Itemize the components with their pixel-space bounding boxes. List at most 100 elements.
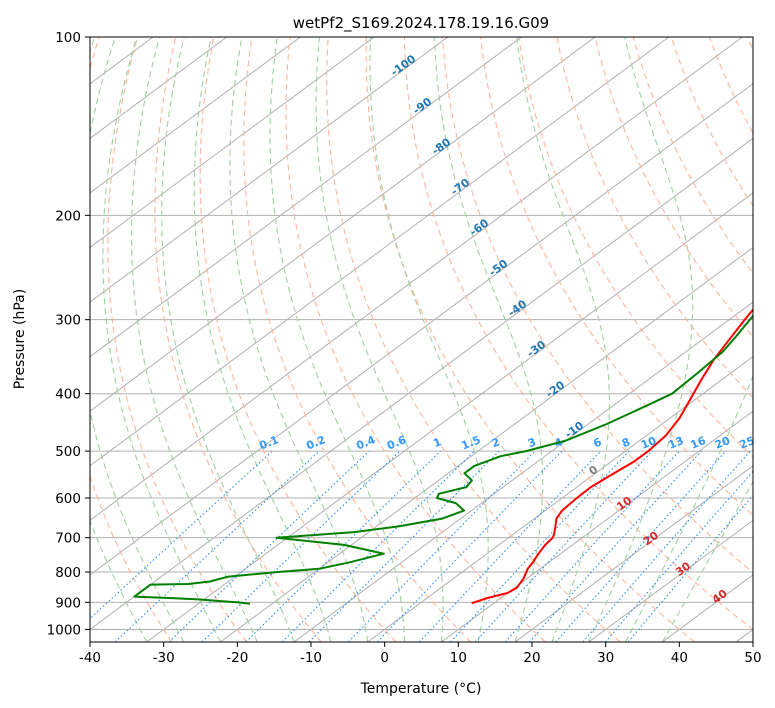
mixing-ratio-line — [582, 450, 751, 642]
y-tick-label: 900 — [55, 595, 81, 611]
isotherm-label: -40 — [506, 297, 530, 319]
mixing-ratio-line — [347, 450, 536, 642]
mixing-ratio-line — [201, 450, 401, 642]
y-tick-label: 400 — [55, 387, 81, 403]
mixing-ratio-label: 1.5 — [460, 433, 483, 452]
isotherm-label: -80 — [429, 135, 453, 157]
temperature-trace — [471, 308, 753, 605]
isotherm-line — [0, 37, 6, 642]
mixing-ratio-label: 6 — [591, 435, 603, 450]
x-tick-label: -10 — [300, 650, 322, 666]
isotherm-label: -90 — [410, 95, 434, 117]
mixing-ratio-line — [281, 450, 475, 642]
y-tick-label: 100 — [55, 30, 81, 46]
isotherm-label: -30 — [525, 338, 549, 360]
moist-adiabat-line — [193, 37, 332, 642]
plot-frame — [89, 36, 754, 643]
mixing-ratio-label: 25 — [738, 434, 757, 452]
dry-adiabat-line — [442, 37, 753, 574]
isotherm-line — [90, 37, 522, 358]
isotherm-line — [441, 410, 753, 642]
isotherm-line — [90, 83, 753, 576]
moist-adiabat-line — [130, 37, 258, 642]
isotherm-label: -70 — [448, 176, 472, 198]
isotherm-label: -100 — [388, 52, 418, 79]
y-axis-label: Pressure (hPa) — [12, 289, 28, 389]
dry-adiabat-line — [154, 37, 322, 642]
x-tick-label: 40 — [671, 650, 688, 666]
isotherm-line — [367, 355, 753, 642]
isotherm-line — [220, 246, 753, 642]
moist-adiabat-line — [269, 37, 406, 642]
moist-adiabat-line — [588, 37, 694, 642]
isotherm-line — [514, 465, 753, 642]
mixing-ratio-line — [308, 450, 500, 642]
dry-adiabat-line — [365, 37, 696, 642]
isotherm-line — [90, 37, 449, 303]
isotherm-line — [293, 301, 753, 642]
x-tick-label: 0 — [380, 650, 389, 666]
dry-adiabat-line — [90, 37, 173, 642]
dry-adiabat-label: 20 — [641, 529, 661, 549]
moist-adiabat-line — [625, 374, 753, 642]
y-tick-label: 1000 — [47, 622, 81, 638]
isotherm-line — [90, 37, 301, 194]
dry-adiabat-line — [594, 37, 753, 338]
mixing-ratio-line — [504, 450, 680, 642]
isotherm-line — [146, 192, 753, 642]
mixing-ratio-label: 8 — [620, 435, 632, 450]
dry-adiabat-line — [747, 37, 753, 52]
dry-adiabat-label: 30 — [673, 559, 693, 579]
isotherm-label: -20 — [544, 378, 568, 400]
x-tick-label: 20 — [523, 650, 540, 666]
y-tick-label: 500 — [55, 444, 81, 460]
x-tick-label: 30 — [597, 650, 614, 666]
isotherm-line — [90, 37, 670, 467]
isotherm-label: 0 — [587, 463, 601, 478]
dry-adiabat-line — [403, 37, 753, 631]
mixing-ratio-label: 16 — [689, 434, 708, 452]
mixing-ratio-label: 0.4 — [354, 433, 377, 452]
x-tick-label: -30 — [153, 650, 175, 666]
isotherm-line — [588, 519, 753, 642]
dry-adiabat-line — [326, 37, 621, 642]
isotherm-line — [90, 37, 596, 412]
moist-adiabat-line — [229, 37, 369, 642]
dry-adiabat-line — [285, 37, 546, 642]
moist-adiabat-line — [516, 37, 610, 642]
mixing-ratio-line — [528, 450, 702, 642]
mixing-ratio-label: 30 — [758, 434, 775, 452]
dry-adiabat-line — [708, 37, 753, 135]
y-tick-label: 200 — [55, 208, 81, 224]
mixing-ratio-label: 13 — [667, 434, 686, 452]
isotherm-label: -60 — [467, 216, 491, 238]
dry-adiabat-label: 40 — [710, 587, 730, 607]
moist-adiabat-line — [315, 37, 444, 642]
dry-adiabat-line — [670, 37, 753, 207]
y-tick-label: 600 — [55, 491, 81, 507]
mixing-ratio-line — [376, 450, 563, 642]
mixing-ratio-label: 1 — [431, 435, 443, 450]
moist-adiabat-line — [102, 37, 221, 642]
dry-adiabat-label: 10 — [614, 494, 634, 514]
x-tick-label: -40 — [79, 650, 101, 666]
mixing-ratio-label: 20 — [713, 434, 732, 452]
dry-adiabat-line — [480, 37, 753, 516]
isotherm-line — [662, 574, 753, 642]
dewpoint-trace — [133, 314, 753, 605]
y-tick-label: 300 — [55, 313, 81, 329]
mixing-ratio-label: 0.2 — [304, 433, 327, 452]
moist-adiabat-line — [661, 480, 753, 642]
x-tick-label: -20 — [226, 650, 248, 666]
x-axis-label: Temperature (°C) — [360, 681, 482, 697]
mixing-ratio-line — [245, 450, 441, 642]
mixing-ratio-line — [419, 450, 602, 642]
moist-adiabat-line — [90, 37, 185, 642]
dry-adiabat-line — [243, 37, 472, 642]
mixing-ratio-line — [555, 450, 727, 642]
mixing-ratio-label: 0.6 — [385, 433, 408, 452]
mixing-ratio-line — [168, 450, 370, 642]
mixing-ratio-label: 3 — [526, 435, 538, 450]
mixing-ratio-label: 10 — [639, 434, 658, 452]
